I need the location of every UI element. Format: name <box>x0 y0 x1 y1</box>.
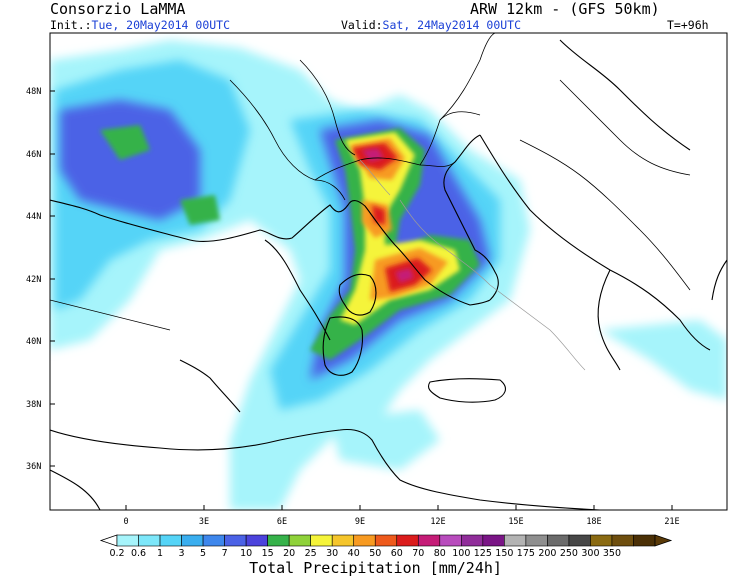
colorbar-swatch <box>288 534 311 547</box>
init-value: Tue, 20May2014 00UTC <box>91 18 231 32</box>
colorbar-swatch <box>568 534 591 547</box>
colorbar-label: 0.6 <box>131 548 146 559</box>
precip-magenta <box>362 148 414 283</box>
colorbar-label: 175 <box>517 548 535 559</box>
colorbar-swatch <box>482 534 505 547</box>
colorbar-label: 0.2 <box>109 548 124 559</box>
lon-label-12e: 12E <box>430 517 445 527</box>
colorbar-label: 250 <box>560 548 578 559</box>
lon-label-0: 0 <box>123 517 128 527</box>
colorbar-label: 25 <box>305 548 317 559</box>
colorbar-label: 60 <box>391 548 403 559</box>
colorbar-swatch <box>611 534 634 547</box>
lat-axis <box>50 90 55 467</box>
colorbar-label: 125 <box>474 548 492 559</box>
colorbar-swatch <box>461 534 484 547</box>
colorbar-label: 200 <box>538 548 556 559</box>
colorbar-label: 300 <box>581 548 599 559</box>
valid-value: Sat, 24May2014 00UTC <box>382 18 522 32</box>
lon-label-9e: 9E <box>355 517 365 527</box>
colorbar-swatch <box>353 534 376 547</box>
colorbar-label: 70 <box>412 548 424 559</box>
colorbar-swatch <box>504 534 527 547</box>
lat-label-48n: 48N <box>26 87 41 97</box>
colorbar-label: 5 <box>200 548 206 559</box>
colorbar-label: 3 <box>179 548 185 559</box>
init-line: Init.:Tue, 20May2014 00UTC <box>50 19 230 32</box>
colorbar-swatch <box>396 534 419 547</box>
lat-label-44n: 44N <box>26 212 41 222</box>
colorbar-label: 1 <box>157 548 163 559</box>
valid-label: Valid: <box>341 18 383 32</box>
lat-label-38n: 38N <box>26 400 41 410</box>
colorbar-swatch <box>245 534 268 547</box>
lon-label-6e: 6E <box>277 517 287 527</box>
lat-label-42n: 42N <box>26 275 41 285</box>
colorbar-swatch <box>224 534 247 547</box>
colorbar-swatch <box>310 534 333 547</box>
colorbar-swatch <box>331 534 355 547</box>
colorbar: 0.2 0.6 1 3 5 7 10 15 20 25 30 40 50 60 70 80 100 125 150 1… <box>99 534 673 559</box>
colorbar-swatch <box>439 534 462 547</box>
colorbar-swatch <box>633 534 656 547</box>
colorbar-label: 80 <box>434 548 446 559</box>
colorbar-swatch <box>374 534 398 547</box>
colorbar-swatch <box>116 534 139 547</box>
colorbar-label: 50 <box>369 548 381 559</box>
colorbar-label: 30 <box>326 548 338 559</box>
forecast-step: T=+96h <box>667 18 709 32</box>
colorbar-swatch <box>547 534 570 547</box>
model-title: ARW 12km - (GFS 50km) <box>470 0 660 18</box>
colorbar-label: 10 <box>240 548 252 559</box>
colorbar-swatch <box>202 534 225 547</box>
regional-borders <box>359 159 586 371</box>
lon-axis <box>125 505 673 510</box>
colorbar-label: 150 <box>495 548 513 559</box>
lat-label-36n: 36N <box>26 462 41 472</box>
coastlines <box>50 39 727 510</box>
colorbar-swatch <box>159 534 182 547</box>
colorbar-swatch <box>138 534 161 547</box>
valid-line: Valid:Sat, 24May2014 00UTC <box>341 19 521 32</box>
lat-label-40n: 40N <box>26 337 41 347</box>
colorbar-label: 15 <box>262 548 274 559</box>
org-title: Consorzio LaMMA <box>50 0 186 18</box>
lon-label-3e: 3E <box>199 517 209 527</box>
colorbar-swatch <box>181 534 204 547</box>
lat-label-46n: 46N <box>26 150 41 160</box>
colorbar-left-arrow <box>99 534 118 547</box>
lon-label-15e: 15E <box>508 517 523 527</box>
colorbar-swatch <box>417 534 441 547</box>
colorbar-right-arrow <box>654 534 673 547</box>
init-label: Init.: <box>50 18 92 32</box>
colorbar-label: 350 <box>603 548 621 559</box>
borders <box>50 33 691 331</box>
colorbar-label: 40 <box>348 548 360 559</box>
colorbar-swatch <box>525 534 548 547</box>
lon-label-18e: 18E <box>586 517 601 527</box>
colorbar-label: 100 <box>452 548 470 559</box>
lon-label-21e: 21E <box>664 517 679 527</box>
colorbar-swatch <box>267 534 290 547</box>
map-frame <box>49 32 728 511</box>
colorbar-label: 20 <box>283 548 295 559</box>
colorbar-swatch <box>590 534 613 547</box>
colorbar-label: 7 <box>222 548 228 559</box>
colorbar-title: Total Precipitation [mm/24h] <box>249 559 502 577</box>
